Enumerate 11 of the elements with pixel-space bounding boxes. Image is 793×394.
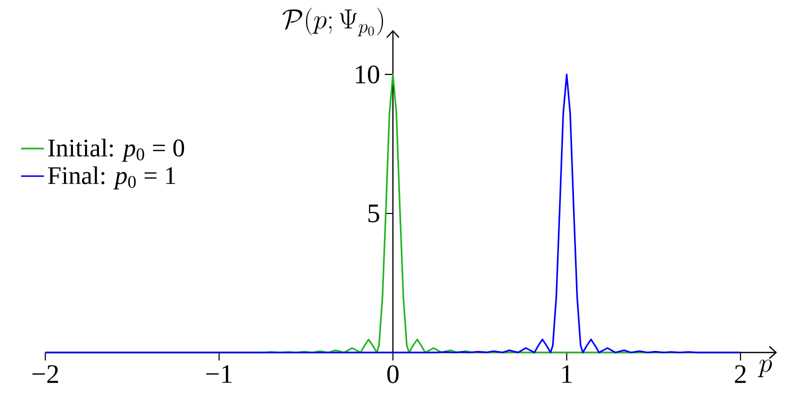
legend-label: Initial: p$_{0}$ = 0 [48, 138, 184, 162]
x-tick-label: 0 [387, 364, 399, 383]
y-tick-label: 10 [356, 65, 380, 84]
x-tick-label: 2 [735, 364, 746, 383]
x-axis-title: $p$ [758, 359, 772, 377]
x-tick-label: −1 [206, 364, 232, 383]
x-tick-label: 1 [562, 364, 572, 383]
x-tick-label: −2 [32, 364, 58, 383]
legend-label: Final: p$_{0}$ = 1 [48, 166, 176, 190]
y-axis-title: $\mathcal{P}(p;\Psi_{p_0})$ [282, 7, 384, 36]
y-tick-label: 5 [368, 204, 380, 222]
